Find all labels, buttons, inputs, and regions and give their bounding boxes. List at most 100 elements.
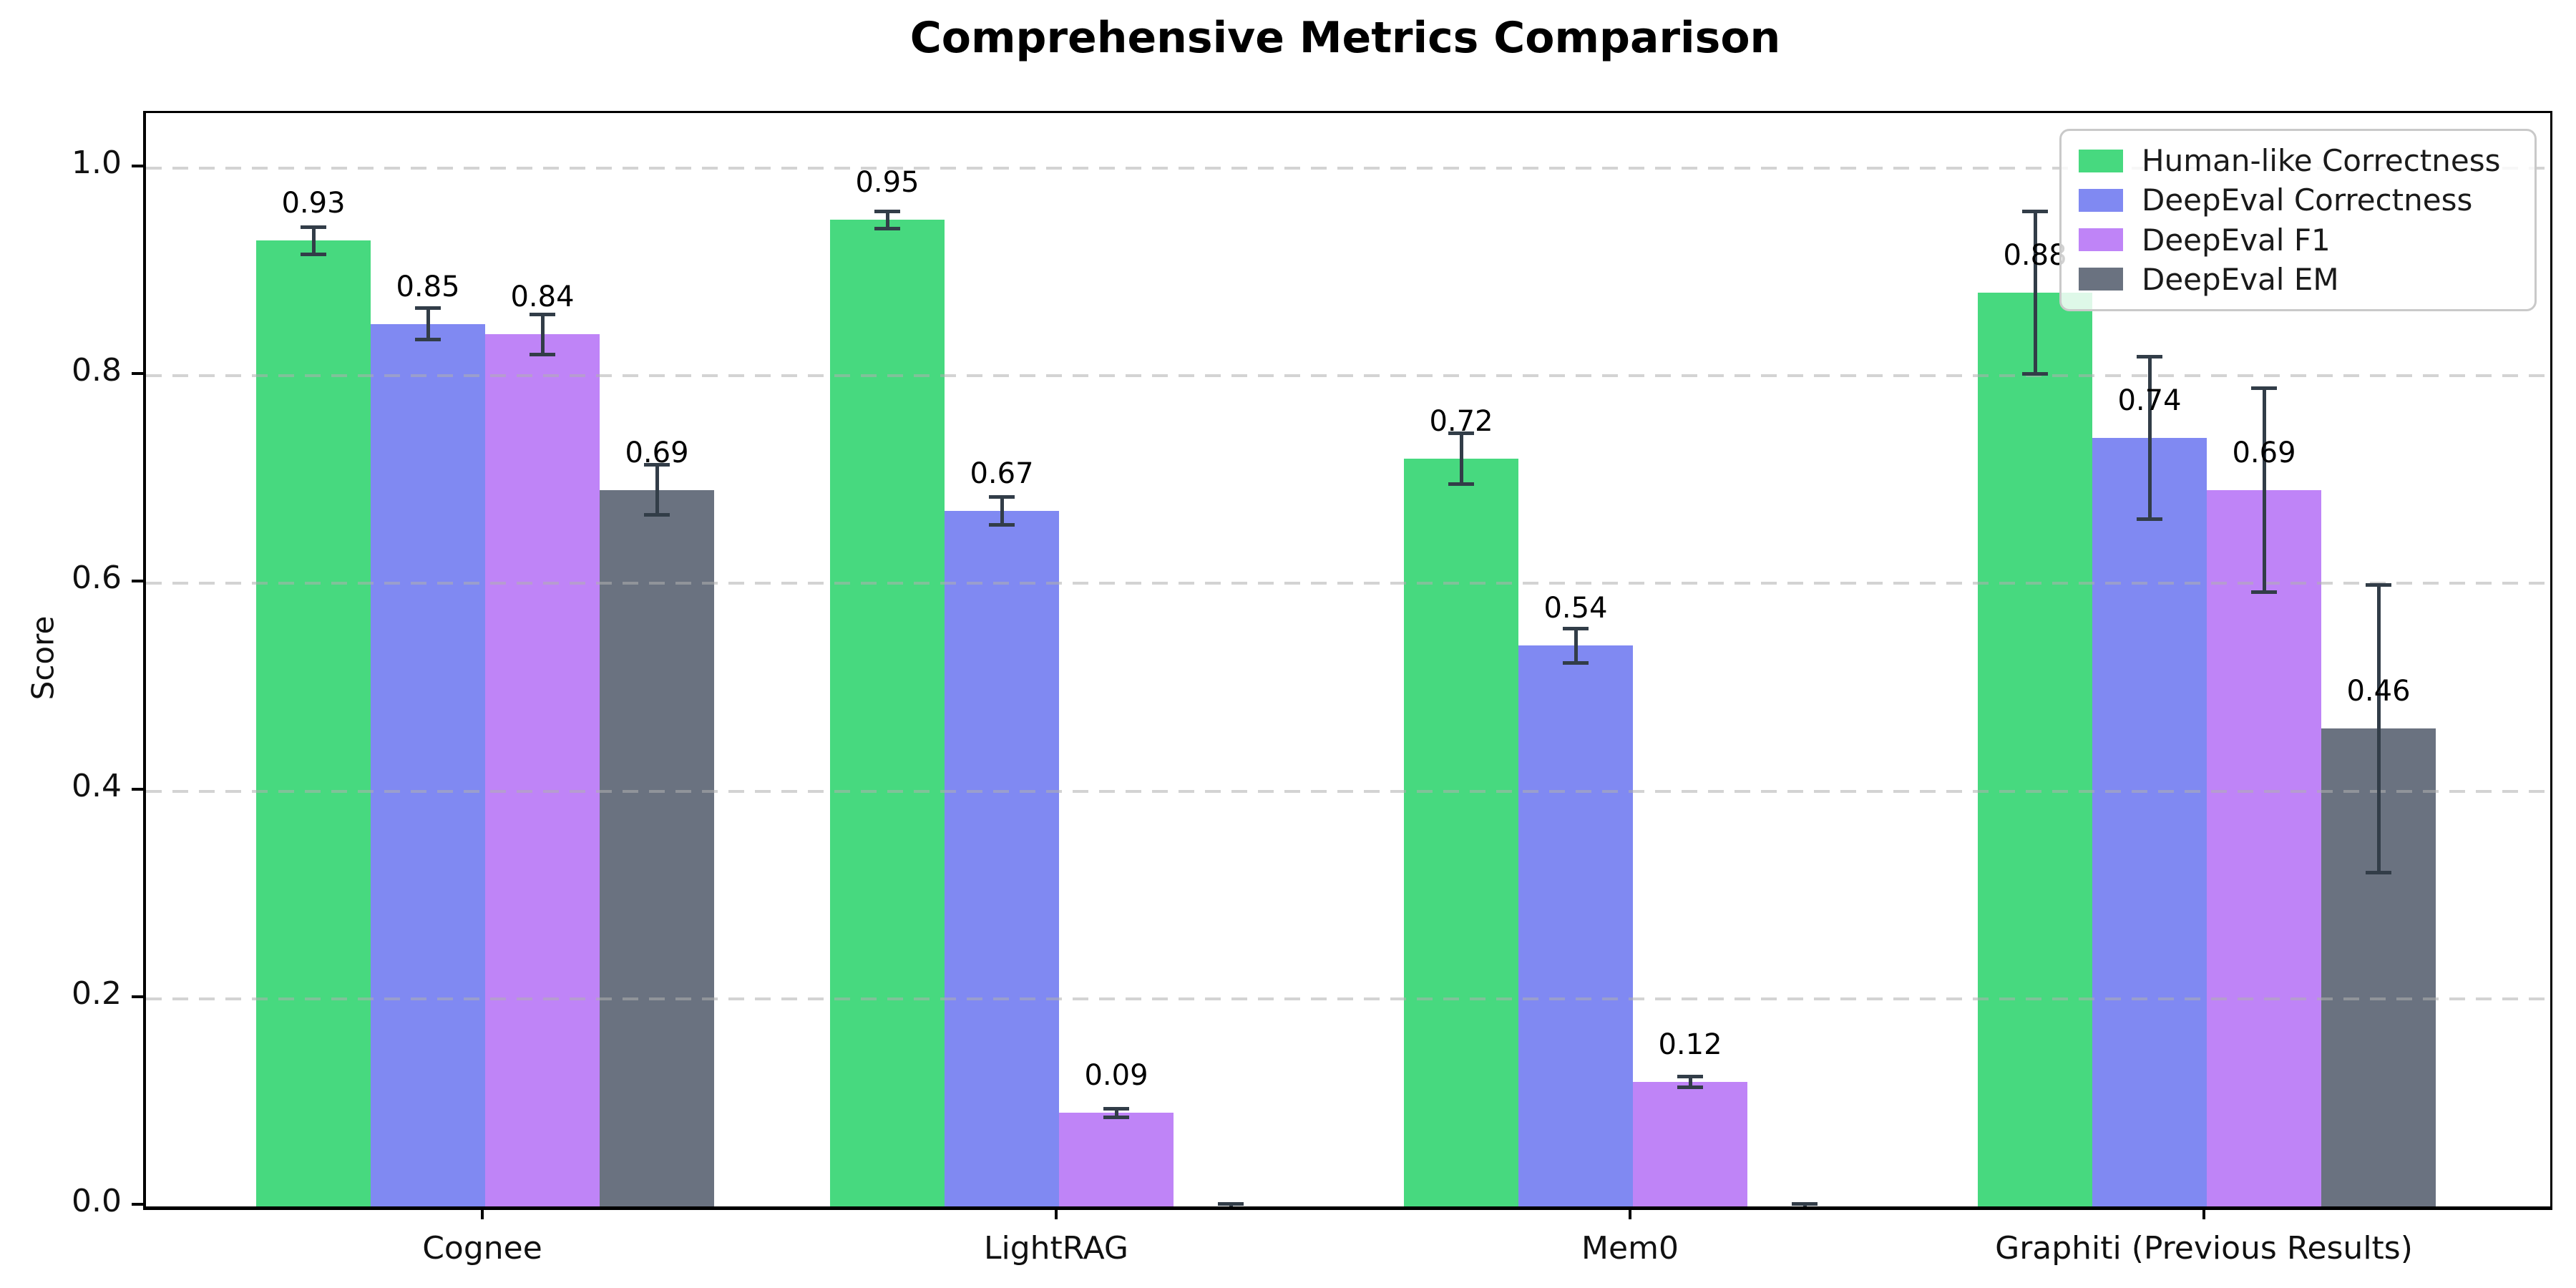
error-bar-cap-bottom [2366, 870, 2391, 874]
error-bar-cap-top [2022, 209, 2048, 213]
error-bar-cap-bottom [2022, 372, 2048, 376]
bar-deepeval-correctness [945, 510, 1059, 1206]
error-bar-line [2262, 386, 2266, 594]
y-tick-mark [132, 164, 143, 167]
y-tick-label: 0.4 [72, 767, 122, 804]
x-tick-mark [481, 1208, 484, 1219]
legend-row: DeepEval Correctness [2079, 182, 2517, 218]
legend: Human-like Correctness DeepEval Correctne… [2059, 129, 2537, 311]
bar-value-label: 0.93 [281, 187, 346, 220]
error-bar-line [426, 306, 430, 342]
error-bar-cap-bottom [1218, 1207, 1244, 1210]
y-tick-mark [132, 372, 143, 376]
legend-label: DeepEval EM [2142, 261, 2339, 297]
chart-title: Comprehensive Metrics Comparison [909, 13, 1781, 63]
y-tick-mark [132, 1203, 143, 1206]
error-bar-cap-top [2137, 355, 2162, 359]
bar-value-label: 0.46 [2346, 675, 2411, 708]
error-bar-cap-bottom [2251, 590, 2277, 594]
bar-deepeval-correctness [371, 323, 485, 1206]
y-tick-mark [132, 580, 143, 583]
x-tick-mark [1629, 1208, 1631, 1219]
error-bar-line [1114, 1106, 1118, 1120]
y-tick-label: 1.0 [72, 144, 122, 181]
bar-human-like-correctness [1404, 459, 1518, 1206]
bar-value-label: 0.69 [625, 436, 689, 469]
error-bar-cap-top [301, 225, 326, 229]
bar-value-label: 0.67 [970, 457, 1034, 490]
error-bar-line [540, 312, 545, 356]
error-bar-cap-top [1448, 431, 1474, 436]
y-tick-label: 0.0 [72, 1183, 122, 1219]
error-bar-line [1574, 627, 1578, 665]
error-bar-cap-top [2366, 583, 2391, 587]
error-bar-cap-top [530, 312, 555, 316]
y-tick-label: 0.6 [72, 560, 122, 597]
bar-value-label: 0.72 [1429, 405, 1493, 439]
legend-row: Human-like Correctness [2079, 143, 2517, 178]
bar-human-like-correctness [256, 240, 371, 1206]
y-axis-label: Score [25, 615, 61, 701]
y-tick-mark [132, 787, 143, 791]
error-bar-cap-top [1218, 1202, 1244, 1206]
x-category-label: Graphiti (Previous Results) [1995, 1230, 2413, 1267]
legend-swatch [2079, 188, 2123, 212]
bar-value-label: 0.09 [1084, 1059, 1148, 1093]
y-tick-label: 0.2 [72, 975, 122, 1012]
legend-swatch [2079, 228, 2123, 252]
error-bar-cap-top [415, 306, 441, 310]
legend-swatch [2079, 268, 2123, 291]
error-bar-cap-top [1792, 1202, 1818, 1206]
error-bar-cap-top [1677, 1074, 1703, 1078]
bar-deepeval-correctness [2092, 438, 2207, 1206]
error-bar-cap-bottom [1792, 1207, 1818, 1210]
error-bar-cap-top [1563, 627, 1589, 631]
y-tick-label: 0.8 [72, 352, 122, 389]
error-bar-cap-bottom [530, 352, 555, 356]
error-bar-cap-top [874, 209, 900, 213]
error-bar-cap-bottom [415, 338, 441, 342]
x-category-label: Cognee [422, 1230, 542, 1267]
bar-human-like-correctness [830, 220, 945, 1206]
error-bar-cap-bottom [301, 253, 326, 257]
gridline-0.2 [146, 997, 2550, 1000]
error-bar-cap-bottom [1103, 1116, 1129, 1120]
legend-swatch [2079, 149, 2123, 172]
bar-value-label: 0.88 [2003, 239, 2067, 273]
error-bar-cap-top [1103, 1106, 1129, 1111]
error-bar-cap-bottom [1677, 1085, 1703, 1090]
bar-deepeval-correctness [1518, 645, 1633, 1206]
gridline-0.6 [146, 582, 2550, 585]
x-tick-mark [2202, 1208, 2205, 1219]
bar-value-label: 0.54 [1543, 592, 1608, 625]
bar-deepeval-f1 [2207, 489, 2321, 1206]
error-bar-cap-bottom [874, 226, 900, 230]
bar-value-label: 0.69 [2232, 436, 2296, 469]
gridline-0.8 [146, 374, 2550, 378]
error-bar-line [1688, 1074, 1692, 1090]
bar-value-label: 0.84 [510, 280, 575, 314]
error-bar-line [1000, 495, 1004, 527]
x-tick-mark [1055, 1208, 1058, 1219]
error-bar-line [655, 463, 659, 517]
bar-value-label: 0.85 [396, 270, 460, 303]
error-bar-line [2147, 355, 2152, 522]
gridline-0.4 [146, 789, 2550, 793]
bar-human-like-correctness [1978, 293, 2092, 1206]
error-bar-line [1459, 431, 1463, 486]
error-bar-line [2376, 583, 2381, 874]
bar-deepeval-f1 [1059, 1113, 1174, 1206]
error-bar-cap-bottom [2137, 517, 2162, 522]
error-bar-cap-bottom [1448, 482, 1474, 486]
bar-deepeval-f1 [1633, 1081, 1747, 1206]
error-bar-cap-top [2251, 386, 2277, 390]
error-bar-line [2033, 209, 2037, 376]
error-bar-cap-bottom [644, 513, 670, 517]
legend-label: Human-like Correctness [2142, 143, 2501, 179]
bar-deepeval-em [600, 489, 714, 1206]
bar-value-label: 0.12 [1658, 1028, 1722, 1061]
error-bar-line [885, 209, 889, 230]
error-bar-cap-top [989, 495, 1015, 499]
bar-value-label: 0.74 [2117, 384, 2182, 418]
